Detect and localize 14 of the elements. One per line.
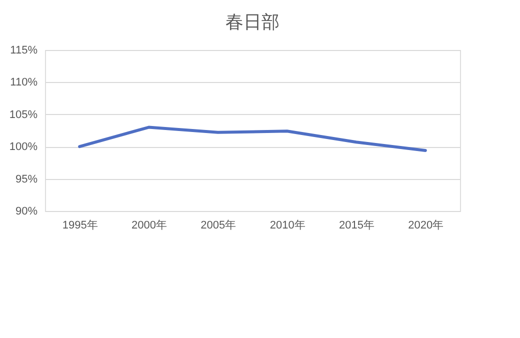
chart-title: 春日部: [226, 12, 280, 32]
x-tick-label: 2020年: [408, 220, 444, 232]
line-series: [78, 126, 427, 152]
y-tick-label: 100%: [9, 141, 38, 154]
y-tick-label: 105%: [9, 108, 38, 121]
y-tick-label: 110%: [10, 76, 38, 89]
x-tick-label: 1995年: [62, 220, 98, 232]
x-tick-label: 2015年: [339, 220, 374, 232]
y-tick-label: 90%: [15, 206, 38, 218]
y-tick-label: 95%: [15, 173, 38, 186]
x-tick-label: 2005年: [200, 220, 236, 232]
y-tick-label: 115%: [10, 44, 38, 56]
x-tick-label: 2000年: [132, 220, 167, 232]
x-tick-label: 2010年: [270, 220, 306, 232]
